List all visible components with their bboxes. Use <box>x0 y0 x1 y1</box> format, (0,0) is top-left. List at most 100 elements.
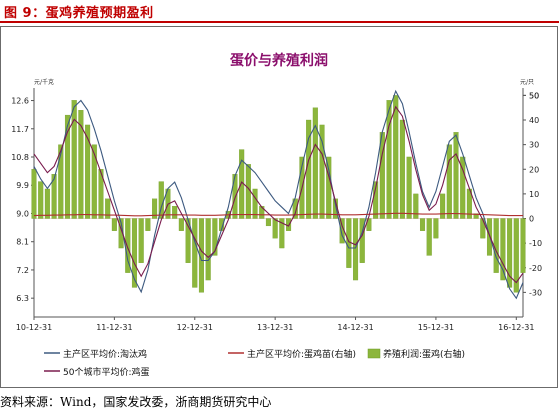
legend-item: 主产区平均价:淘汰鸡 <box>44 348 147 360</box>
caption-rule <box>0 21 559 23</box>
chart-border <box>0 26 558 388</box>
profit-bar <box>105 198 111 219</box>
profit-bar <box>172 206 178 219</box>
left-tick-label: 9.0 <box>16 209 29 218</box>
profit-bar <box>406 156 412 219</box>
profit-bar <box>198 218 204 293</box>
profit-bar <box>212 218 218 256</box>
source-note: 资料来源：Wind，国家发改委，浙商期货研究中心 <box>0 395 272 409</box>
profit-bar <box>493 218 499 273</box>
left-tick-label: 12.6 <box>11 97 29 106</box>
figure-caption: 图 9：蛋鸡养殖预期盈利 <box>0 0 559 23</box>
legend-item: 主产区平均价:蛋鸡苗(右轴) <box>228 348 356 360</box>
left-tick-label: 7.2 <box>16 266 29 275</box>
profit-bar <box>426 218 432 256</box>
profit-bar <box>312 107 318 219</box>
chart: 蛋价与养殖利润 元/千克 元/只 6.3 7.2 8.1 9.0 9.9 10.8 11.7… <box>0 26 558 388</box>
profit-bar <box>359 218 365 263</box>
profit-bar <box>265 218 271 227</box>
profit-bar <box>413 193 419 219</box>
profit-bar <box>319 124 325 219</box>
left-axis-unit: 元/千克 <box>34 78 54 86</box>
chart-title: 蛋价与养殖利润 <box>230 52 328 69</box>
profit-bar <box>386 100 392 219</box>
profit-bar <box>393 95 399 219</box>
right-tick-label: 30 <box>529 141 539 150</box>
profit-bar <box>272 218 278 239</box>
profit-bar <box>44 188 50 219</box>
profit-bar <box>192 218 198 288</box>
left-tick-label: 6.3 <box>16 294 29 303</box>
profit-bar <box>145 218 151 231</box>
profit-bar <box>58 144 64 219</box>
profit-bar <box>138 218 144 263</box>
x-tick-label: 12-12-31 <box>177 323 213 332</box>
x-tick-label: 15-12-31 <box>418 323 454 332</box>
profit-bar <box>71 100 77 219</box>
x-tick-label: 11-12-31 <box>96 323 132 332</box>
right-tick-label: 50 <box>529 91 539 100</box>
profit-bar <box>38 181 44 219</box>
profit-bar <box>453 132 459 219</box>
profit-bar <box>279 218 285 249</box>
profit-bar <box>51 174 57 219</box>
profit-bar <box>353 218 359 281</box>
right-tick-label: 0 <box>529 215 534 224</box>
right-tick-label: -10 <box>529 239 542 248</box>
profit-bar <box>131 218 138 288</box>
profit-bar <box>252 188 258 219</box>
x-tick-label: 13-12-31 <box>257 323 293 332</box>
left-tick-label: 9.9 <box>16 181 29 190</box>
legend: 主产区平均价:淘汰鸡 主产区平均价:蛋鸡苗(右轴) 养殖利润:蛋鸡(右轴) 50个城市… <box>44 348 465 378</box>
profit-bar <box>399 119 405 219</box>
profit-bar <box>64 114 71 219</box>
right-tick-label: 20 <box>529 165 539 174</box>
legend-item: 50个城市平均价:鸡蛋 <box>44 366 150 378</box>
profit-bar <box>91 144 97 219</box>
left-tick-label: 10.8 <box>11 153 29 162</box>
profit-bar <box>473 213 479 219</box>
profit-bar <box>513 218 519 293</box>
taotai-price-line <box>33 89 524 300</box>
profit-bar <box>419 218 426 231</box>
left-tick-label: 8.1 <box>16 238 29 247</box>
profit-bar <box>31 169 37 219</box>
plot-area: 6.3 7.2 8.1 9.0 9.9 10.8 11.7 12.6 -30 -20 -10 0 10 2… <box>11 88 542 332</box>
legend-label: 主产区平均价:蛋鸡苗(右轴) <box>247 348 356 360</box>
profit-bar <box>78 110 84 219</box>
legend-label: 主产区平均价:淘汰鸡 <box>63 348 147 360</box>
right-tick-label: -30 <box>529 288 542 297</box>
profit-bar <box>152 198 158 219</box>
right-tick-label: -20 <box>529 264 542 273</box>
profit-bar <box>178 218 184 231</box>
legend-swatch <box>367 348 381 359</box>
right-tick-label: 40 <box>529 116 539 125</box>
profit-bar <box>440 193 446 219</box>
right-axis-unit: 元/只 <box>520 79 534 86</box>
profit-bar <box>232 174 238 219</box>
profit-bar <box>520 218 526 273</box>
profit-bar <box>433 218 439 239</box>
x-tick-label: 16-12-31 <box>498 323 534 332</box>
x-tick-label: 10-12-31 <box>16 323 52 332</box>
profit-bar <box>500 218 506 281</box>
egg-price-line <box>33 105 524 284</box>
x-tick-label: 14-12-31 <box>337 323 373 332</box>
profit-bar <box>98 169 104 219</box>
legend-label: 养殖利润:蛋鸡(右轴) <box>383 348 465 360</box>
profit-bar <box>326 156 332 219</box>
profit-bar <box>460 156 466 219</box>
chart-frame: 蛋价与养殖利润 元/千克 元/只 6.3 7.2 8.1 9.0 9.9 10.8 11.7… <box>0 26 559 388</box>
profit-bar <box>346 218 352 268</box>
legend-label: 50个城市平均价:鸡蛋 <box>63 366 150 378</box>
profit-bar <box>446 144 452 219</box>
profit-bar <box>85 124 91 219</box>
right-tick-label: 10 <box>529 190 539 199</box>
profit-bar <box>480 218 486 239</box>
legend-item: 养殖利润:蛋鸡(右轴) <box>367 348 465 360</box>
right-tick-label: 50 <box>529 91 539 100</box>
figure-caption-text: 图 9：蛋鸡养殖预期盈利 <box>4 6 154 21</box>
chick-price-line <box>33 212 523 217</box>
profit-bar <box>111 218 117 231</box>
left-tick-label: 11.7 <box>11 125 29 134</box>
